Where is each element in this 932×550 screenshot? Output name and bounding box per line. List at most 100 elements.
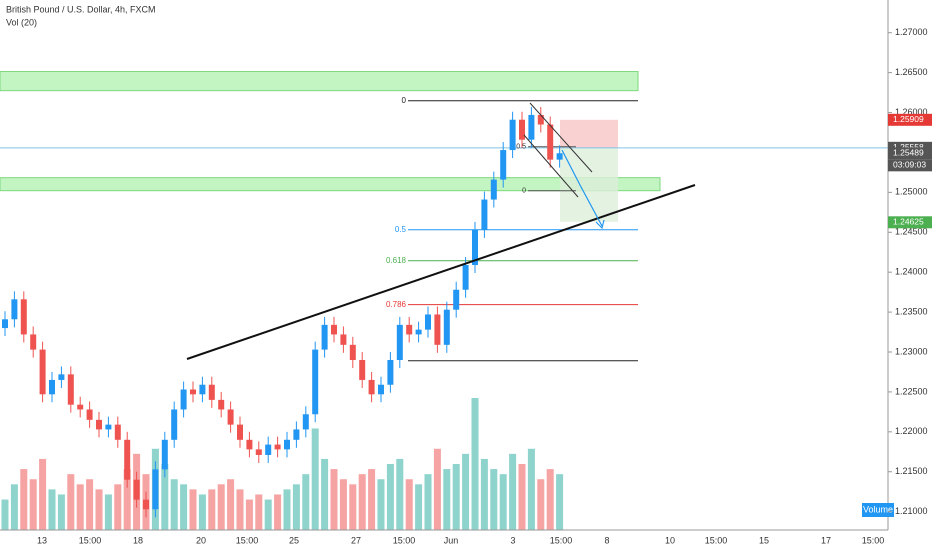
candle-body	[547, 124, 554, 160]
x-tick-label: 3	[510, 535, 515, 545]
small-fib-label: 0	[522, 188, 526, 195]
candle-body	[443, 309, 450, 345]
candle-body	[302, 414, 309, 430]
volume-bar	[358, 474, 366, 530]
x-tick-label: 15:00	[393, 535, 416, 545]
volume-bar	[39, 458, 47, 530]
volume-bar	[349, 484, 357, 530]
volume-bar	[330, 469, 338, 530]
candle-body	[396, 324, 403, 360]
y-tick-label: 1.23500	[895, 306, 928, 316]
channel-line	[523, 134, 579, 198]
plot: 0 0.5 0.618 0.786 0 0.5	[0, 71, 888, 530]
volume-bar	[236, 489, 244, 530]
candle-body	[218, 399, 225, 410]
candle-body	[152, 469, 159, 510]
volume-bar	[556, 474, 564, 530]
candle-body	[415, 329, 422, 335]
volume-bar	[311, 428, 319, 530]
y-tick-label: 1.27000	[895, 27, 928, 37]
candle-body	[556, 153, 563, 160]
volume-bar	[104, 494, 112, 530]
candle-body	[105, 424, 112, 430]
candle-body	[359, 359, 366, 380]
volume-bar	[368, 469, 376, 530]
price-tag-label: 1.24625	[893, 217, 924, 227]
volume-bar	[377, 479, 385, 530]
candle-body	[237, 424, 243, 440]
candle-body	[77, 404, 84, 410]
candle-body	[255, 449, 262, 455]
x-tick-label: 15:00	[236, 535, 259, 545]
volume-bar	[10, 484, 18, 530]
candle-body	[143, 499, 149, 510]
candle-body	[537, 114, 544, 125]
projection-arrow	[561, 149, 603, 227]
volume-bar	[396, 458, 404, 530]
volume-bar	[48, 489, 56, 530]
candle-body	[11, 299, 18, 320]
price-tag-label: 1.25909	[893, 114, 924, 124]
price-tag	[888, 216, 932, 229]
volume-bar	[452, 464, 460, 530]
volume-bar	[480, 458, 488, 530]
volume-bar	[386, 464, 394, 530]
target-zone	[560, 147, 618, 222]
volume-bar	[180, 484, 188, 530]
candle-body	[161, 439, 168, 470]
candle-body	[2, 319, 8, 329]
x-tick-label: 15:00	[79, 535, 102, 545]
x-tick-label: 17	[821, 535, 831, 545]
candle-body	[293, 429, 300, 440]
volume-bar	[433, 448, 441, 530]
chart-title: British Pound / U.S. Dollar, 4h, FXCM	[6, 4, 156, 14]
volume-bar	[518, 464, 526, 530]
y-tick-label: 1.24000	[895, 267, 928, 277]
candle-body	[208, 384, 215, 400]
fib-label: 0.786	[386, 300, 407, 309]
candle-body	[20, 299, 27, 335]
x-tick-label: 10	[665, 535, 675, 545]
supply-demand-zone	[0, 71, 639, 92]
candle-body	[321, 324, 328, 350]
candle-body	[180, 389, 187, 410]
candle-body	[453, 289, 460, 310]
y-tick-label: 1.23000	[895, 346, 928, 356]
volume-study-label: Vol (20)	[6, 17, 37, 27]
candle-body	[86, 409, 93, 420]
volume-bar	[86, 479, 94, 530]
arrow-head	[595, 219, 605, 230]
candle-body	[274, 444, 281, 450]
price-tag-label: 1.25558	[893, 142, 924, 152]
x-tick-label: Jun	[444, 535, 459, 545]
fib-label: 0	[402, 96, 407, 105]
stop-zone	[560, 119, 618, 148]
candle-body	[462, 265, 469, 290]
y-tick-label: 1.26000	[895, 107, 928, 117]
candle-body	[528, 114, 535, 140]
volume-bar	[123, 469, 131, 530]
volume-bar	[217, 484, 225, 530]
x-tick-label: 20	[196, 535, 206, 545]
volume-bar	[189, 489, 197, 530]
volume-tag-label: Volume	[863, 504, 893, 514]
volume-bar	[499, 474, 507, 530]
volume-bar	[292, 484, 300, 530]
y-tick-label: 1.26500	[895, 67, 928, 77]
volume-bar	[283, 489, 291, 530]
price-tag	[888, 113, 932, 126]
volume-bar	[20, 469, 28, 530]
volume-bar	[546, 469, 554, 530]
volume-bar	[114, 484, 122, 530]
volume-bar	[443, 469, 451, 530]
candle-body	[227, 409, 234, 425]
candle-body	[434, 314, 441, 345]
price-tag-label: 1.25489	[893, 148, 924, 158]
volume-bar	[57, 494, 65, 530]
y-tick-label: 1.25000	[895, 187, 928, 197]
volume-bar	[161, 464, 169, 530]
candle-body	[519, 119, 525, 140]
volume-bar	[1, 499, 9, 530]
candle-body	[406, 324, 413, 335]
candle-body	[133, 479, 140, 500]
